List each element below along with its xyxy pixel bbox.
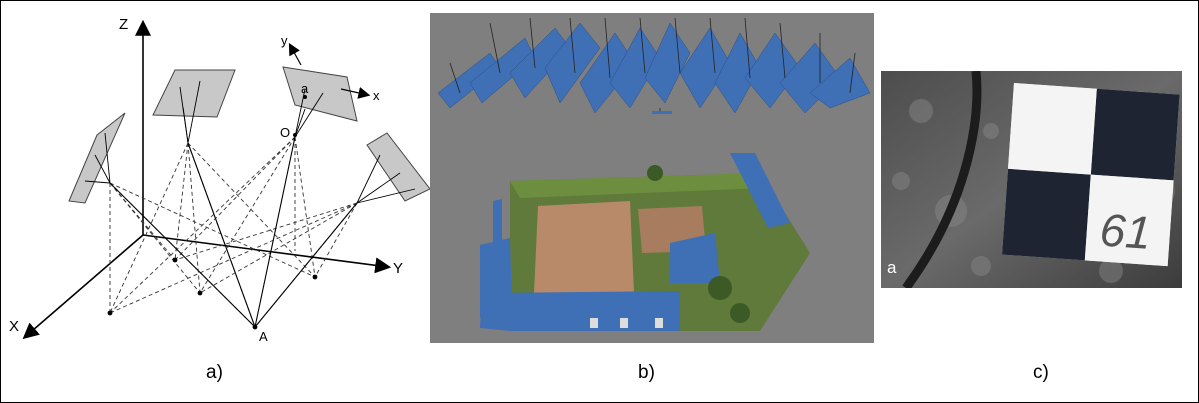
world-axes: [22, 19, 392, 340]
camera-rays-top: [449, 17, 856, 113]
camera-4: [356, 132, 430, 204]
target-number: 61: [1098, 203, 1153, 258]
checkerboard-target: 61: [1002, 82, 1180, 267]
ground-control-target-photo: 61 a: [881, 71, 1182, 288]
caption-a: a): [206, 362, 223, 383]
image-point-label: a: [301, 81, 309, 96]
axis-y-label: Y: [393, 260, 403, 277]
ground-point-label: A: [259, 329, 268, 344]
sfm-reconstruction-image: [430, 13, 874, 343]
camera-2: [152, 69, 236, 144]
panel-c-label: a: [887, 258, 897, 277]
ground-points: [107, 257, 318, 330]
house-roof-main: [534, 201, 634, 293]
camera-3: [282, 42, 371, 138]
local-x-label: x: [373, 88, 380, 103]
axis-x-label: X: [9, 318, 19, 335]
photogrammetry-diagram: Z Y X: [9, 16, 430, 344]
caption-c: c): [1033, 362, 1049, 383]
camera-planes-row: [437, 22, 871, 114]
projection-rays-solid: [109, 136, 358, 328]
camera-1: [68, 112, 126, 204]
caption-b: b): [638, 362, 655, 383]
local-y-label: y: [281, 33, 288, 48]
vegetation: [647, 165, 750, 323]
axis-z-label: Z: [119, 16, 128, 33]
projection-center-label: O: [280, 125, 290, 140]
rock-crack: [902, 71, 982, 288]
camera-planes-ground: [480, 153, 790, 331]
projection-rays-dashed: [109, 136, 358, 328]
